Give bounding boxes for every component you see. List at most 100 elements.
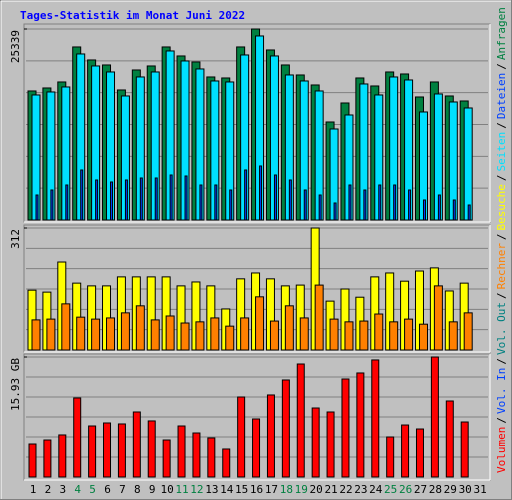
bar xyxy=(452,199,456,221)
bar xyxy=(61,303,71,351)
x-tick-label: 12 xyxy=(190,483,203,496)
bar xyxy=(356,372,365,478)
x-tick-label: 20 xyxy=(310,483,323,496)
bar xyxy=(210,317,220,351)
legend-separator: / xyxy=(495,292,508,299)
x-tick-label: 15 xyxy=(235,483,248,496)
bar xyxy=(43,439,52,478)
x-tick-label: 11 xyxy=(175,483,188,496)
bar xyxy=(359,320,369,351)
bar xyxy=(433,285,443,351)
legend-separator: / xyxy=(495,417,508,424)
bar xyxy=(88,425,97,478)
bar xyxy=(225,325,235,351)
bar xyxy=(124,179,128,221)
x-tick-label: 1 xyxy=(30,483,37,496)
bar xyxy=(341,378,350,478)
bar xyxy=(288,179,292,221)
legend-separator: / xyxy=(495,122,508,129)
x-tick-label: 7 xyxy=(119,483,126,496)
bar xyxy=(467,204,471,221)
x-tick-label: 13 xyxy=(205,483,218,496)
bar xyxy=(244,169,248,221)
x-tick-label: 18 xyxy=(280,483,293,496)
bar xyxy=(333,202,337,221)
bar xyxy=(422,199,426,221)
x-tick-label: 4 xyxy=(74,483,81,496)
bar xyxy=(132,411,141,478)
bar xyxy=(162,439,171,478)
bar xyxy=(31,319,41,351)
bar xyxy=(259,165,263,221)
bar xyxy=(150,319,160,351)
x-tick-label: 19 xyxy=(295,483,308,496)
x-tick-label: 14 xyxy=(220,483,234,496)
bar xyxy=(281,379,290,478)
bar xyxy=(348,184,352,221)
bar xyxy=(371,359,380,478)
legend-separator: / xyxy=(495,63,508,70)
x-tick-label: 21 xyxy=(324,483,337,496)
bar xyxy=(240,317,250,351)
bar xyxy=(463,107,473,221)
bar xyxy=(195,321,205,351)
y-tick-label: 312 xyxy=(9,229,22,249)
bar xyxy=(284,305,294,351)
bar xyxy=(180,322,190,351)
bar xyxy=(35,194,39,221)
chart-title: Tages-Statistik im Monat Juni 2022 xyxy=(20,9,245,22)
bar xyxy=(165,315,175,351)
bar xyxy=(408,189,412,221)
legend-separator: / xyxy=(495,233,508,240)
legend-entry: Anfragen xyxy=(495,7,508,60)
bar xyxy=(139,177,143,221)
bar xyxy=(415,428,424,478)
bar xyxy=(169,174,173,221)
bar xyxy=(329,318,339,351)
bar xyxy=(269,320,279,351)
bar xyxy=(326,411,335,478)
bar xyxy=(106,317,116,351)
bar xyxy=(404,318,414,351)
bar xyxy=(154,177,158,221)
bar xyxy=(303,189,307,221)
bar xyxy=(135,305,145,351)
x-tick-label: 23 xyxy=(354,483,367,496)
x-tick-label: 22 xyxy=(339,483,352,496)
x-tick-label: 17 xyxy=(265,483,278,496)
legend-entry: Seiten xyxy=(495,132,508,172)
x-tick-label: 9 xyxy=(149,483,156,496)
x-tick-label: 2 xyxy=(45,483,52,496)
bar xyxy=(73,397,82,478)
bar xyxy=(117,423,126,478)
y-tick-label: 25339 xyxy=(9,30,22,63)
bar xyxy=(46,318,56,351)
x-tick-label: 8 xyxy=(134,483,141,496)
legend-entry: Rechner xyxy=(495,243,508,290)
x-tick-label: 10 xyxy=(161,483,174,496)
legend-entry: Vol. In xyxy=(495,368,508,414)
bar xyxy=(311,407,320,478)
bar xyxy=(363,189,367,221)
bar xyxy=(386,436,395,478)
bar xyxy=(184,175,188,221)
bar xyxy=(430,356,439,478)
x-tick-label: 28 xyxy=(429,483,442,496)
bar xyxy=(296,363,305,478)
bar xyxy=(50,189,54,221)
bar xyxy=(374,313,384,351)
legend-entry: Dateien xyxy=(495,73,508,119)
bar xyxy=(222,448,231,478)
bar xyxy=(378,184,382,221)
x-tick-label: 5 xyxy=(89,483,96,496)
bar xyxy=(120,312,130,351)
x-tick-label: 29 xyxy=(444,483,457,496)
bar xyxy=(65,184,69,221)
bar xyxy=(229,189,233,221)
bar xyxy=(199,184,203,221)
legend-entry: Besuche xyxy=(495,184,508,230)
bar xyxy=(252,418,261,478)
bar xyxy=(237,396,246,478)
bar xyxy=(448,321,458,351)
